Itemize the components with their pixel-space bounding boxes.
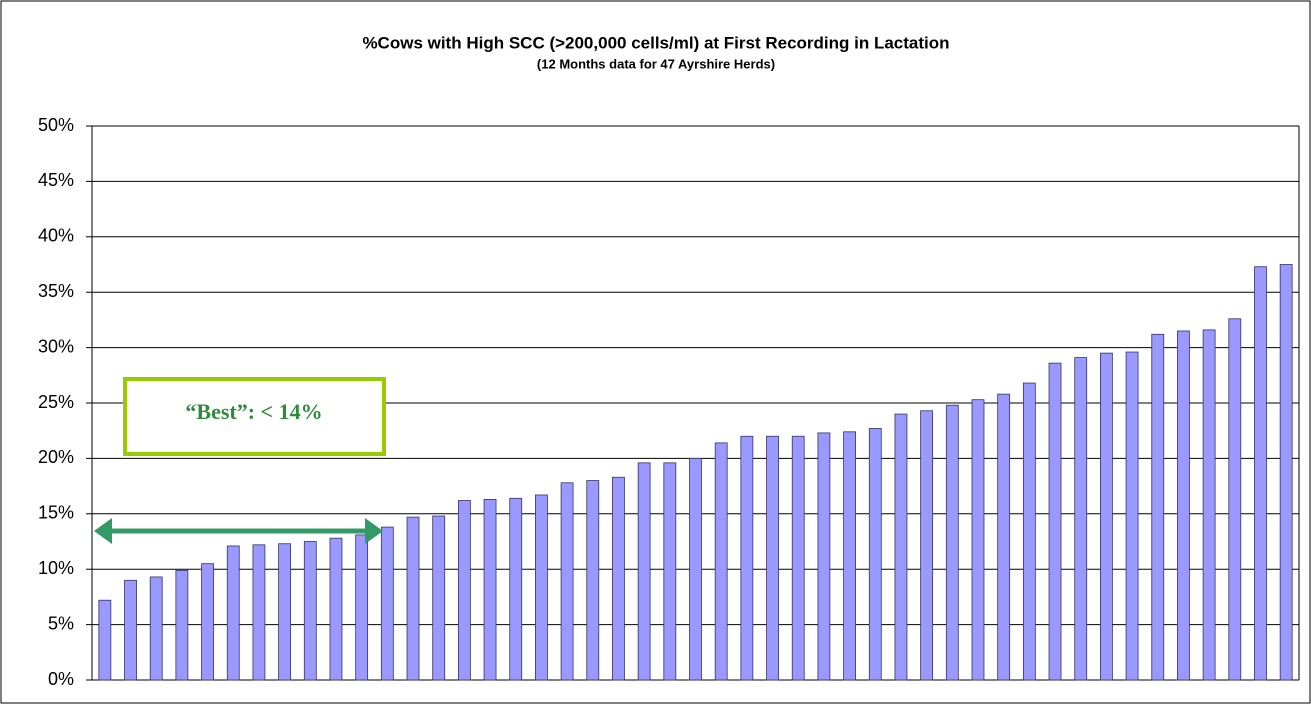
y-tick-label: 5% <box>48 613 74 633</box>
bar <box>380 526 394 681</box>
y-tick-label: 10% <box>38 558 74 578</box>
bar <box>278 543 292 681</box>
bar <box>329 537 343 681</box>
bar <box>98 599 112 681</box>
range-arrow-head <box>94 518 112 544</box>
annotation: “Best”: < 14% <box>185 399 322 424</box>
bar <box>663 462 677 681</box>
y-tick-label: 45% <box>38 170 74 190</box>
bar <box>509 497 523 681</box>
bar <box>1125 351 1139 681</box>
bar <box>920 410 934 681</box>
y-tick-label: 50% <box>38 115 74 135</box>
bar <box>1048 362 1062 681</box>
chart-subtitle: (12 Months data for 47 Ayrshire Herds) <box>537 56 775 71</box>
y-tick-label: 30% <box>38 336 74 356</box>
bar <box>149 576 163 681</box>
bar <box>1177 330 1190 681</box>
bar <box>894 413 908 681</box>
bar <box>1151 333 1165 681</box>
chart-title: %Cows with High SCC (>200,000 cells/ml) … <box>362 33 949 52</box>
bar <box>226 545 240 681</box>
y-tick-label: 0% <box>48 669 74 689</box>
bar <box>689 457 702 681</box>
y-tick-label: 25% <box>38 392 74 412</box>
y-tick-label: 15% <box>38 503 74 523</box>
y-tick-label: 40% <box>38 226 74 246</box>
bar <box>406 516 420 681</box>
bar <box>252 544 266 681</box>
bar <box>791 435 805 681</box>
bar <box>945 404 959 681</box>
bar <box>817 432 831 681</box>
bar <box>1099 352 1113 681</box>
bar <box>843 431 856 681</box>
bar <box>457 500 471 681</box>
annotation-box <box>123 377 386 456</box>
bar <box>1279 264 1293 681</box>
bar <box>355 534 369 681</box>
bar <box>201 563 214 681</box>
bar <box>1254 266 1267 681</box>
bar <box>586 480 600 681</box>
bar <box>303 541 317 681</box>
bar <box>637 462 651 681</box>
bar <box>483 498 497 681</box>
bar <box>124 579 137 681</box>
y-tick-label: 35% <box>38 281 74 301</box>
range-arrow-head <box>365 518 383 544</box>
bar <box>1202 329 1216 681</box>
bar <box>1022 382 1036 681</box>
y-tick-label: 20% <box>38 447 74 467</box>
bar <box>868 428 882 681</box>
bar <box>971 399 985 681</box>
bar <box>612 476 625 681</box>
bar <box>535 494 548 681</box>
bar <box>1074 357 1088 681</box>
bar <box>997 393 1011 681</box>
bar <box>432 515 446 681</box>
bar <box>740 435 754 681</box>
bar <box>714 442 728 681</box>
bar <box>766 435 779 681</box>
bar <box>175 569 189 681</box>
bar <box>1228 318 1242 681</box>
bar <box>560 482 574 681</box>
